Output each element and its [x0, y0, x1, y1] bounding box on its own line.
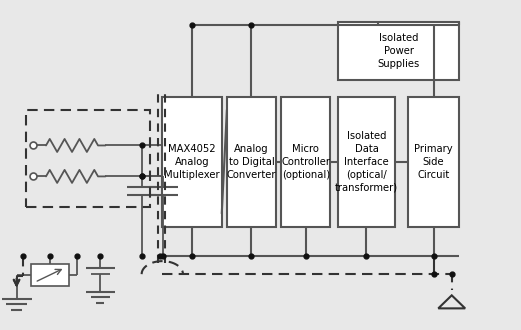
Text: Isolated
Power
Supplies: Isolated Power Supplies — [378, 33, 420, 69]
Bar — [31, 264, 69, 285]
Bar — [227, 97, 276, 227]
Bar — [338, 97, 395, 227]
Text: Isolated
Data
Interface
(optical/
transformer): Isolated Data Interface (optical/ transf… — [335, 131, 398, 192]
Text: MAX4052
Analog
Multiplexer: MAX4052 Analog Multiplexer — [164, 144, 220, 180]
Bar — [338, 22, 460, 80]
Bar — [163, 97, 222, 227]
Text: Primary
Side
Circuit: Primary Side Circuit — [414, 144, 453, 180]
Text: Micro
Controller
(optional): Micro Controller (optional) — [281, 144, 330, 180]
Bar — [281, 97, 330, 227]
Text: Analog
to Digital
Converter: Analog to Digital Converter — [227, 144, 276, 180]
Bar — [27, 110, 151, 207]
Bar — [408, 97, 460, 227]
